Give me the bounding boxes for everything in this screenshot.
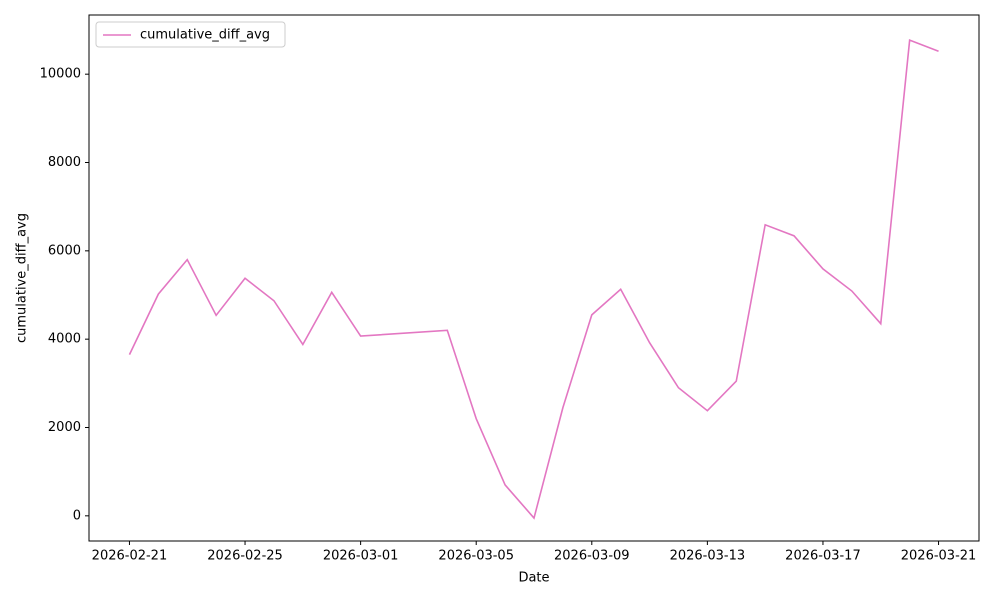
line [128,39,939,520]
x-tick-label: 2026-03-13 [670,549,746,564]
x-tick-label: 2026-03-17 [785,549,861,564]
y-tick-label: 6000 [48,243,81,258]
y-tick-label: 4000 [48,332,81,347]
legend-box [95,21,286,48]
y-tick-label: 10000 [40,67,81,82]
y-tick-label: 2000 [48,420,81,435]
legend-label: cumulative_diff_avg [140,28,270,43]
x-tick-label: 2026-03-09 [554,549,630,564]
y-tick-label: 0 [73,508,81,523]
x-tick-label: 2026-02-25 [207,549,283,564]
x-tick-label: 2026-03-01 [323,549,399,564]
y-tick-label: 8000 [48,155,81,170]
x-tick-label: 2026-03-21 [901,549,977,564]
x-axis-label: Date [518,571,549,586]
x-tick-label: 2026-02-21 [92,549,168,564]
x-tick-label: 2026-03-05 [438,549,514,564]
y-axis-label: cumulative_diff_avg [15,213,30,343]
plot-frame [88,14,980,542]
